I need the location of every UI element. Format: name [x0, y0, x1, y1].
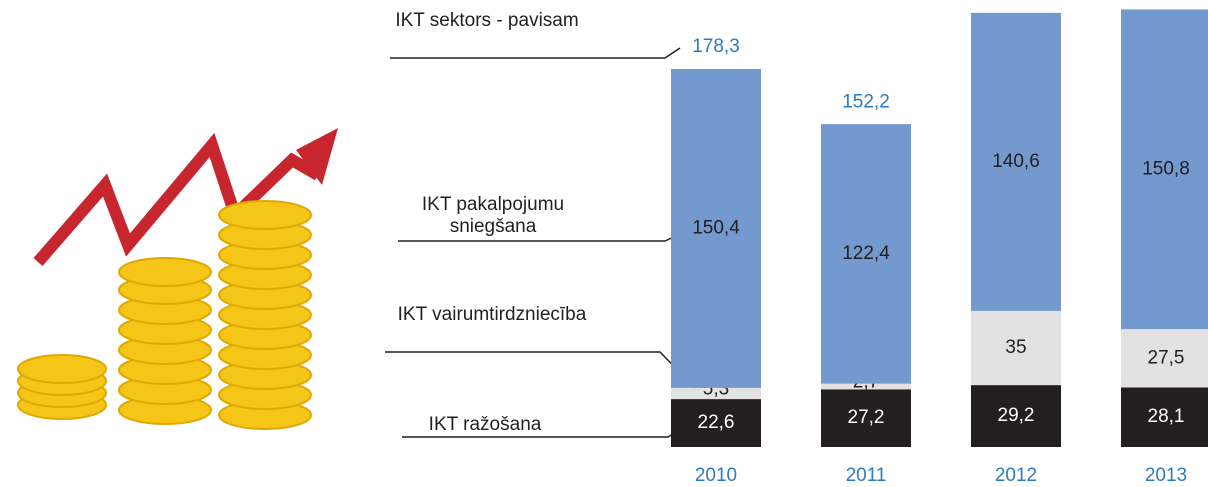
x-tick-label: 2012 — [995, 465, 1037, 486]
value-label: 29,2 — [998, 405, 1035, 426]
chart: 22,65,3150,4178,3201027,22,7122,4152,220… — [0, 0, 1208, 487]
legend-entry: IKT vairumtirdzniecība — [377, 304, 607, 326]
legend-total: IKT sektors - pavisam — [377, 10, 597, 32]
legend-entry: IKT pakalpojumu sniegšana — [383, 194, 603, 238]
value-label: 35 — [1005, 337, 1026, 358]
value-label: 122,4 — [842, 243, 890, 264]
page: 22,65,3150,4178,3201027,22,7122,4152,220… — [0, 0, 1208, 487]
total-label: 178,3 — [692, 36, 740, 57]
value-label: 28,1 — [1148, 406, 1185, 427]
value-label: 150,4 — [692, 217, 740, 238]
total-label: 152,2 — [842, 91, 890, 112]
x-tick-label: 2010 — [695, 465, 737, 486]
value-label: 140,6 — [992, 151, 1040, 172]
legend-leaders — [385, 48, 695, 437]
legend-entry: IKT ražošana — [375, 414, 595, 436]
x-tick-label: 2013 — [1145, 465, 1187, 486]
total-label: 204,8 — [992, 0, 1040, 1]
value-label: 27,5 — [1148, 347, 1185, 368]
x-tick-label: 2011 — [846, 465, 887, 486]
value-label: 27,2 — [848, 407, 885, 428]
illustration — [18, 128, 338, 429]
value-label: 150,8 — [1142, 158, 1190, 179]
value-label: 22,6 — [698, 412, 735, 433]
